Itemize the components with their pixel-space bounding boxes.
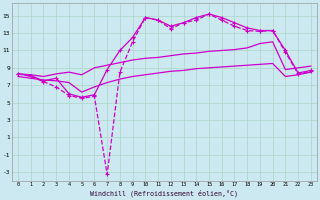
X-axis label: Windchill (Refroidissement éolien,°C): Windchill (Refroidissement éolien,°C) [91,190,238,197]
